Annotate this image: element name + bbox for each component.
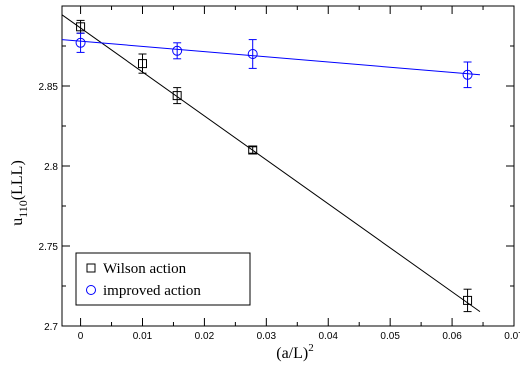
y-tick-label: 2.7 <box>44 322 58 333</box>
square-marker <box>172 91 182 101</box>
legend-box <box>75 252 251 306</box>
y-tick-label: 2.85 <box>39 82 59 93</box>
legend-marker-improved <box>86 285 96 295</box>
y-axis-label: u <box>9 218 26 226</box>
y-axis-subscript: 110 <box>16 200 30 218</box>
circle-marker <box>75 37 86 48</box>
data-point-wilson <box>248 145 258 155</box>
x-tick-label: 0.04 <box>319 331 339 342</box>
legend: Wilson action improved action <box>75 252 251 306</box>
x-axis-superscript: 2 <box>308 342 314 354</box>
fit-line-wilson <box>61 14 481 313</box>
x-tick-label: 0.01 <box>133 331 153 342</box>
square-marker <box>463 295 473 305</box>
x-tick-label: 0.07 <box>504 331 520 342</box>
data-point-improved <box>172 42 183 60</box>
y-tick-label: 2.8 <box>44 162 58 173</box>
square-marker <box>248 145 258 155</box>
data-point-improved <box>462 61 473 89</box>
x-axis-title: (a/L)2 <box>276 342 313 362</box>
data-point-wilson <box>137 53 147 74</box>
data-point-improved <box>75 32 86 53</box>
x-axis-label: (a/L) <box>276 345 308 362</box>
legend-label-improved: improved action <box>103 283 201 299</box>
legend-marker-wilson <box>86 263 96 273</box>
x-tick-label: 0.02 <box>195 331 215 342</box>
circle-marker <box>462 69 473 80</box>
fit-lines <box>61 14 481 313</box>
axis-ticks: 0 0.01 0.02 0.03 0.04 0.05 0.06 0.07 2.7 2.75 2.8 2… <box>39 6 520 342</box>
data-point-improved <box>247 39 258 69</box>
x-tick-label: 0.05 <box>380 331 400 342</box>
square-marker <box>137 59 147 69</box>
data-point-wilson <box>463 288 473 313</box>
data-point-wilson <box>76 19 86 34</box>
circle-marker <box>172 45 183 56</box>
x-tick-label: 0.06 <box>442 331 462 342</box>
x-tick-label: 0 <box>78 331 84 342</box>
x-tick-label: 0.03 <box>257 331 277 342</box>
legend-label-wilson: Wilson action <box>103 261 187 277</box>
y-axis-title: u110(LLL) <box>9 160 30 226</box>
y-tick-label: 2.75 <box>39 242 59 253</box>
circle-marker <box>247 49 258 59</box>
y-axis-suffix: (LLL) <box>9 160 26 200</box>
fit-line-improved <box>61 39 480 76</box>
y-axis-title-group: u110(LLL) <box>9 160 30 226</box>
square-marker <box>76 22 86 32</box>
data-point-wilson <box>172 87 182 105</box>
data-points <box>75 19 473 313</box>
